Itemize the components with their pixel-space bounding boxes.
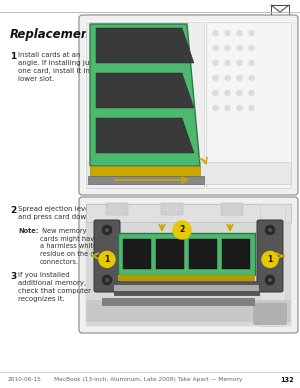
- FancyBboxPatch shape: [85, 21, 292, 189]
- Circle shape: [265, 275, 275, 285]
- FancyBboxPatch shape: [79, 197, 298, 333]
- Text: New memory
cards might have
a harmless white
residue on the gold
connectors.: New memory cards might have a harmless w…: [40, 228, 105, 265]
- FancyBboxPatch shape: [161, 203, 183, 215]
- FancyBboxPatch shape: [156, 239, 184, 269]
- FancyBboxPatch shape: [88, 176, 203, 184]
- FancyBboxPatch shape: [221, 203, 243, 215]
- FancyBboxPatch shape: [189, 239, 217, 269]
- Circle shape: [268, 228, 272, 232]
- Circle shape: [212, 30, 218, 36]
- Circle shape: [248, 105, 254, 111]
- FancyBboxPatch shape: [206, 22, 291, 188]
- FancyBboxPatch shape: [222, 239, 250, 269]
- Circle shape: [236, 30, 242, 36]
- Circle shape: [224, 90, 230, 96]
- Polygon shape: [90, 24, 200, 166]
- Circle shape: [212, 105, 218, 111]
- Circle shape: [102, 225, 112, 235]
- Circle shape: [248, 60, 254, 66]
- Circle shape: [224, 105, 230, 111]
- FancyBboxPatch shape: [118, 275, 255, 281]
- FancyBboxPatch shape: [94, 220, 120, 292]
- Circle shape: [248, 30, 254, 36]
- Circle shape: [224, 75, 230, 81]
- Text: Replacement: Replacement: [10, 28, 96, 41]
- Circle shape: [262, 251, 278, 267]
- FancyBboxPatch shape: [102, 298, 255, 306]
- Circle shape: [236, 105, 242, 111]
- Polygon shape: [96, 118, 194, 153]
- FancyBboxPatch shape: [123, 239, 151, 269]
- Circle shape: [173, 221, 191, 239]
- FancyBboxPatch shape: [86, 22, 204, 188]
- Circle shape: [102, 275, 112, 285]
- Polygon shape: [96, 28, 194, 63]
- Circle shape: [236, 60, 242, 66]
- Circle shape: [248, 90, 254, 96]
- Text: MacBook (13-inch, Aluminum, Late 2008) Take Apart — Memory: MacBook (13-inch, Aluminum, Late 2008) T…: [54, 377, 242, 382]
- Circle shape: [99, 251, 115, 267]
- Circle shape: [248, 75, 254, 81]
- FancyBboxPatch shape: [79, 15, 298, 195]
- Circle shape: [236, 45, 242, 51]
- Circle shape: [224, 45, 230, 51]
- Circle shape: [212, 45, 218, 51]
- FancyBboxPatch shape: [265, 230, 281, 246]
- Circle shape: [212, 90, 218, 96]
- Circle shape: [105, 228, 109, 232]
- Text: 2010-06-15: 2010-06-15: [8, 377, 42, 382]
- Text: 2: 2: [10, 206, 16, 215]
- FancyBboxPatch shape: [86, 204, 291, 326]
- FancyBboxPatch shape: [86, 204, 291, 222]
- FancyBboxPatch shape: [118, 233, 255, 275]
- Circle shape: [236, 90, 242, 96]
- FancyBboxPatch shape: [90, 168, 115, 180]
- Text: 3: 3: [10, 272, 16, 281]
- FancyBboxPatch shape: [85, 203, 292, 327]
- Text: If you installed
additional memory,
check that computer
recognizes it.: If you installed additional memory, chec…: [18, 272, 91, 302]
- FancyBboxPatch shape: [253, 303, 287, 325]
- FancyBboxPatch shape: [114, 281, 259, 295]
- Polygon shape: [90, 166, 200, 176]
- FancyBboxPatch shape: [257, 220, 283, 292]
- Text: 1: 1: [267, 255, 273, 264]
- FancyBboxPatch shape: [260, 204, 285, 326]
- Circle shape: [248, 45, 254, 51]
- Circle shape: [265, 225, 275, 235]
- Circle shape: [212, 75, 218, 81]
- FancyBboxPatch shape: [86, 300, 291, 322]
- Polygon shape: [96, 73, 194, 108]
- Circle shape: [224, 30, 230, 36]
- FancyBboxPatch shape: [86, 162, 291, 184]
- Circle shape: [212, 60, 218, 66]
- Text: 2: 2: [179, 225, 185, 234]
- Circle shape: [224, 60, 230, 66]
- Text: 132: 132: [280, 377, 294, 383]
- FancyBboxPatch shape: [114, 285, 259, 291]
- FancyBboxPatch shape: [106, 203, 128, 215]
- Text: Install cards at an
angle. If installing just
one card, install it in
lower slot: Install cards at an angle. If installing…: [18, 52, 96, 82]
- Text: 1: 1: [10, 52, 16, 61]
- Text: Spread ejection levers,
and press card down.: Spread ejection levers, and press card d…: [18, 206, 98, 220]
- Text: 1: 1: [104, 255, 110, 264]
- Text: Note:: Note:: [18, 228, 38, 234]
- Circle shape: [105, 278, 109, 282]
- FancyBboxPatch shape: [271, 5, 289, 17]
- Circle shape: [268, 278, 272, 282]
- Circle shape: [236, 75, 242, 81]
